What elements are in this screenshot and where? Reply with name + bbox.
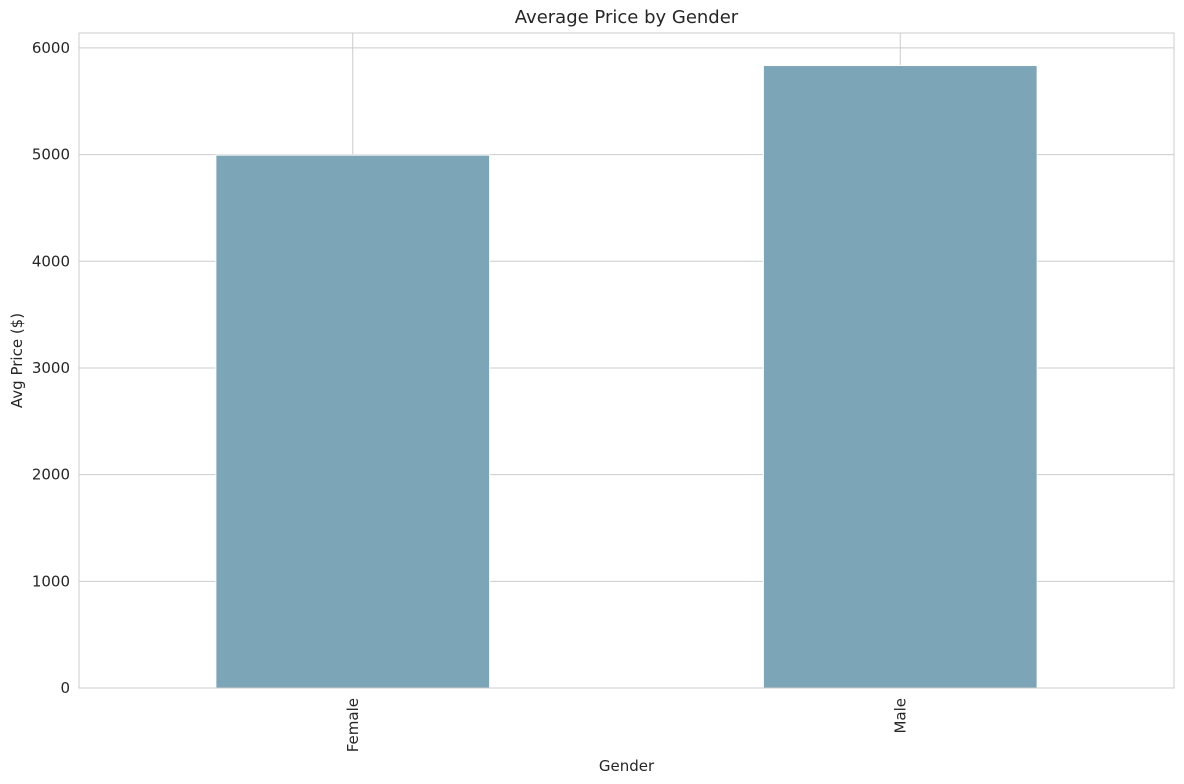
bar-male: [762, 65, 1038, 689]
y-tick-label: 1000: [32, 572, 70, 590]
x-tick-label: Female: [344, 698, 362, 752]
x-axis-title: Gender: [599, 757, 655, 775]
plot-frame: [78, 32, 1175, 689]
y-tick-label: 3000: [32, 359, 70, 377]
y-tick-label: 2000: [32, 466, 70, 484]
y-tick-label: 4000: [32, 252, 70, 270]
y-tick-labels: 0 1000 2000 3000 4000 5000 6000: [32, 39, 70, 697]
y-tick-label: 0: [60, 679, 70, 697]
y-tick-label: 5000: [32, 146, 70, 164]
bar-female: [215, 154, 491, 689]
chart-title: Average Price by Gender: [515, 7, 739, 28]
x-tick-label: Male: [891, 698, 909, 734]
x-tick-labels: Female Male: [344, 698, 910, 752]
bars: [215, 65, 1038, 689]
y-axis-title: Avg Price ($): [8, 313, 26, 408]
y-tick-label: 6000: [32, 39, 70, 57]
